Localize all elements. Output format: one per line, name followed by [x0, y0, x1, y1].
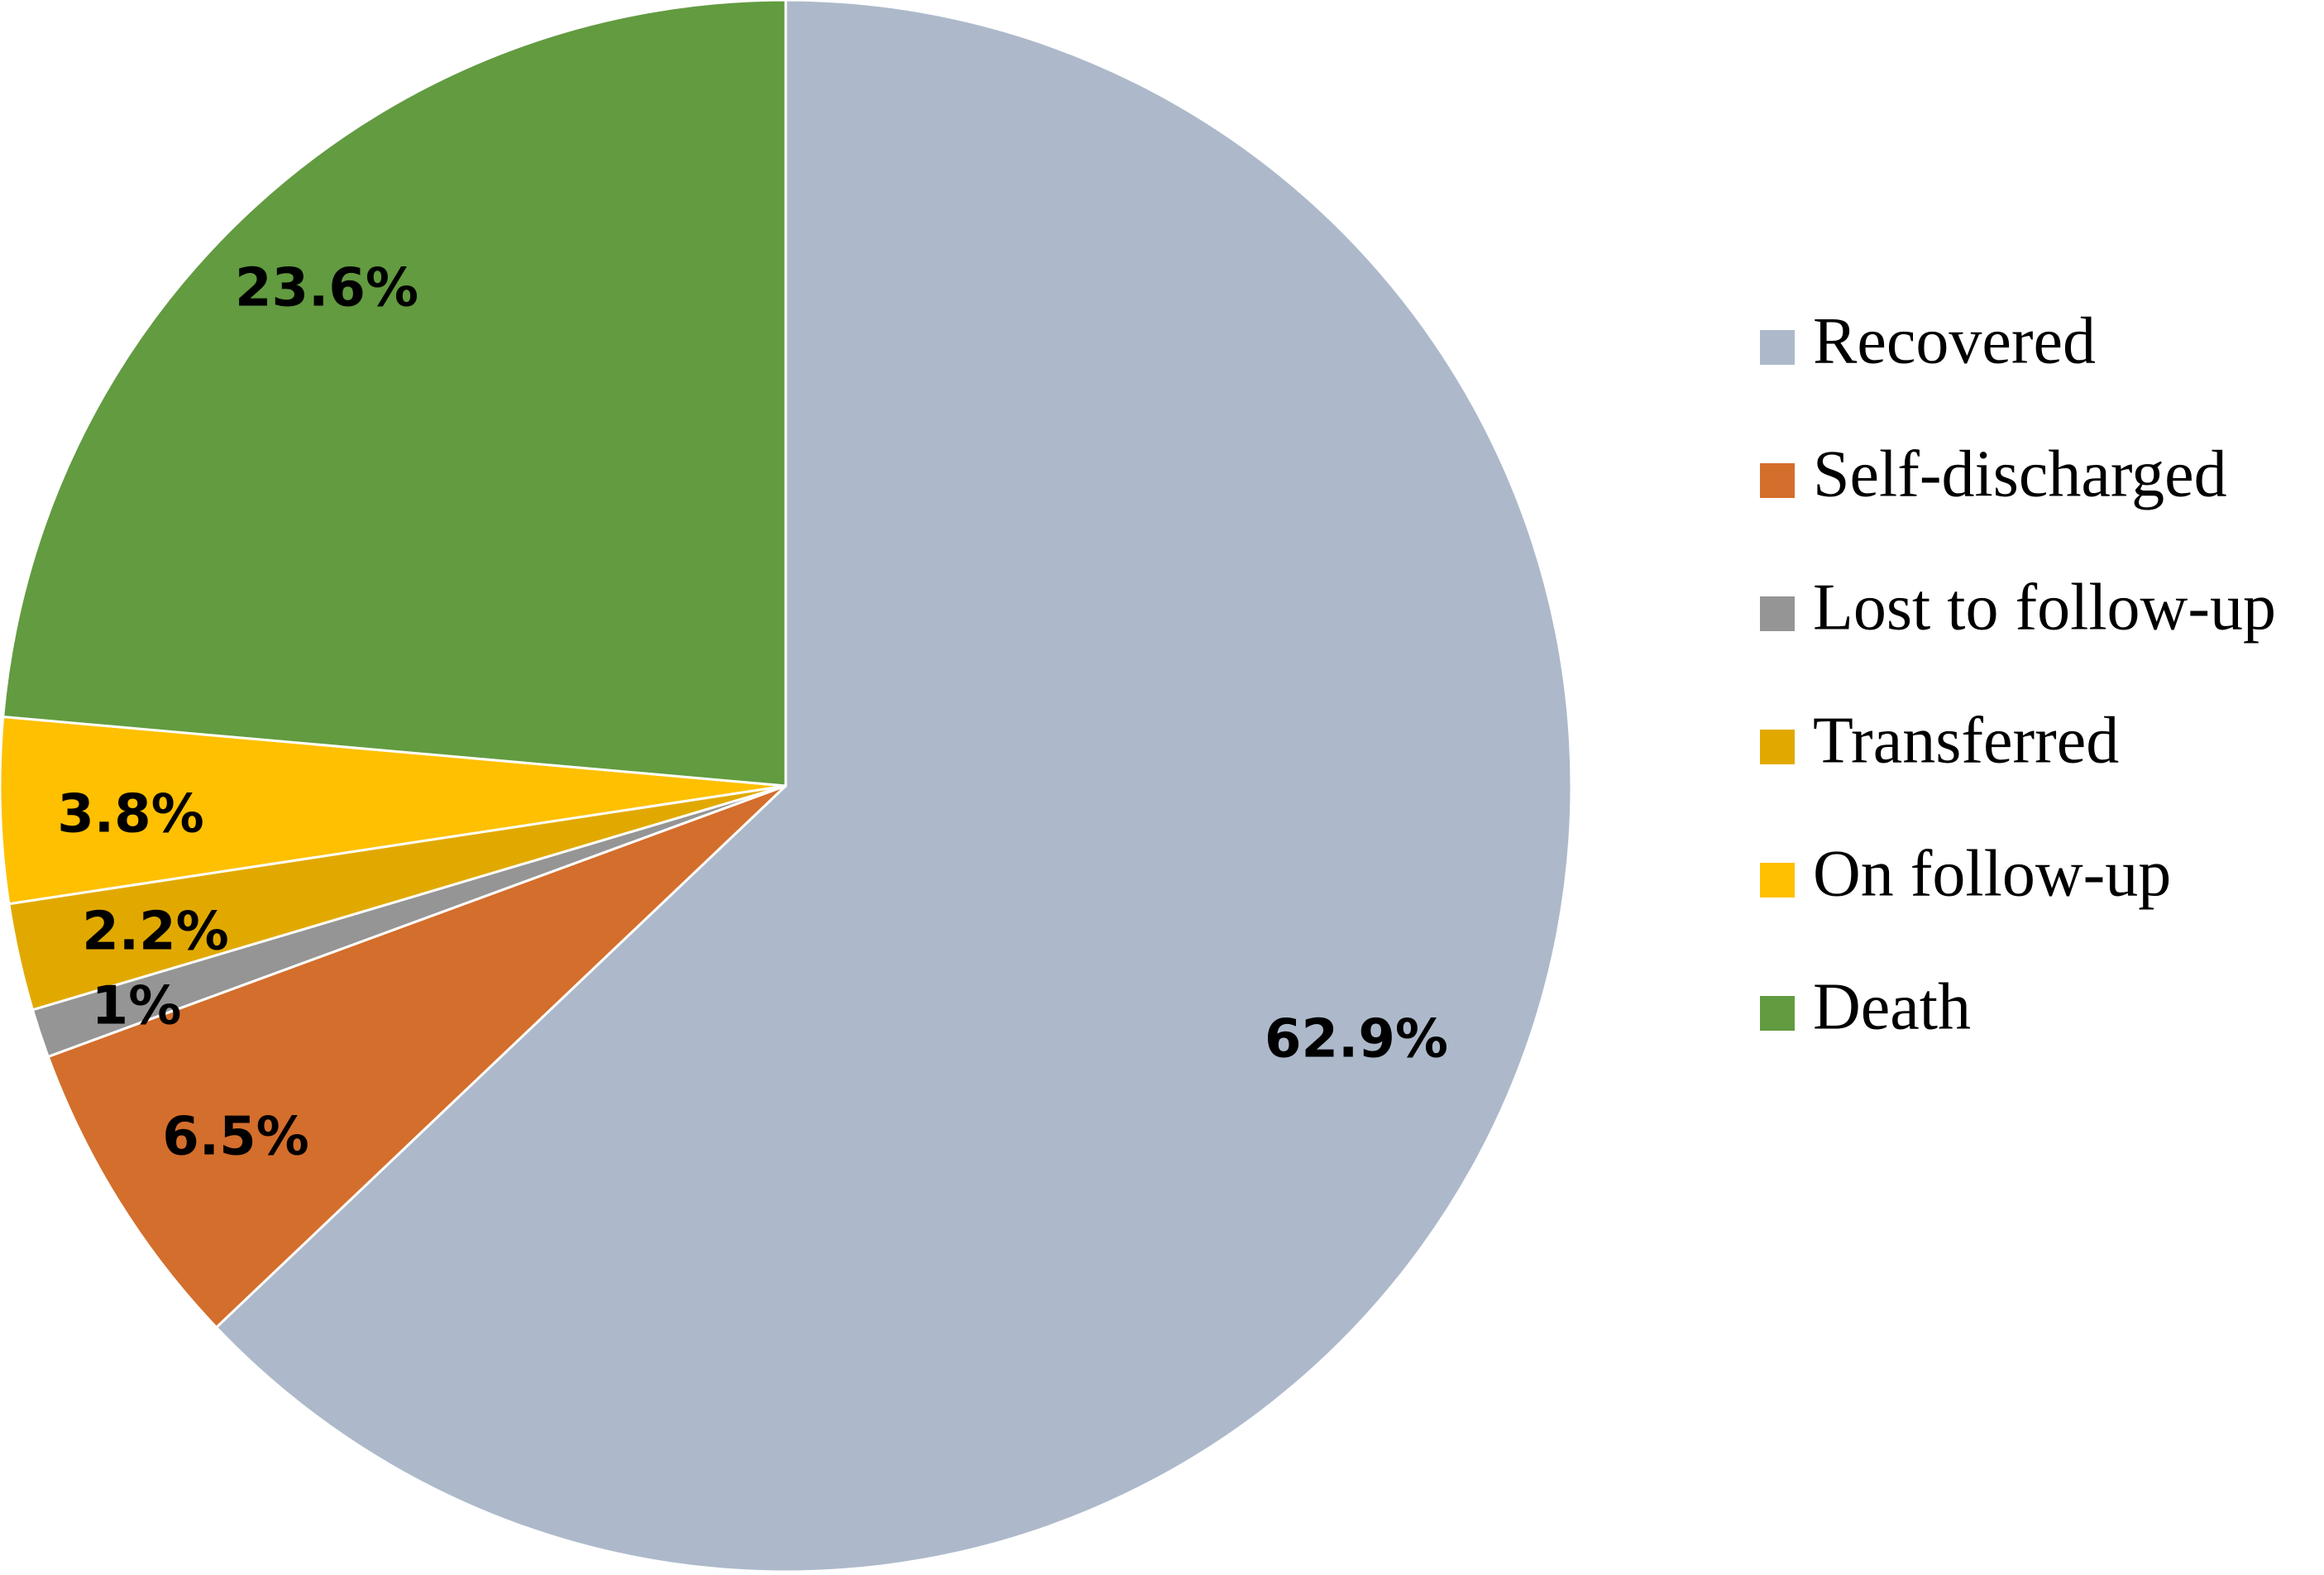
legend-swatch-death [1760, 996, 1795, 1031]
data-label-transferred: 2.2% [82, 902, 229, 963]
legend-label-transferred: Transferred [1813, 704, 2119, 777]
legend-swatch-on-follow-up [1760, 863, 1795, 898]
legend-item-transferred: Transferred [1760, 704, 2119, 777]
data-label-lost-to-follow-up: 1% [92, 976, 182, 1037]
legend-swatch-lost-to-follow-up [1760, 596, 1795, 631]
legend-label-death: Death [1813, 970, 1971, 1043]
legend-label-self-discharged: Self-discharged [1813, 438, 2227, 510]
pie-slice-self-discharged [46, 784, 787, 1329]
pie-slice-on-follow-up [0, 715, 787, 906]
legend-item-on-follow-up: On follow-up [1760, 837, 2171, 910]
legend-swatch-self-discharged [1760, 463, 1795, 498]
legend-swatch-recovered [1760, 330, 1795, 365]
legend-swatch-transferred [1760, 730, 1795, 764]
pie-data-labels: 62.9% 6.5% 1% 2.2% 3.8% 23.6% [57, 258, 1448, 1168]
legend-item-recovered: Recovered [1760, 304, 2096, 377]
legend-item-self-discharged: Self-discharged [1760, 438, 2227, 510]
pie-slice-recovered [214, 0, 1573, 1573]
legend-label-on-follow-up: On follow-up [1813, 837, 2171, 910]
legend: Recovered Self-discharged Lost to follow-u… [1760, 304, 2276, 1043]
pie-slices [0, 0, 1573, 1573]
legend-item-lost-to-follow-up: Lost to follow-up [1760, 571, 2276, 644]
legend-item-death: Death [1760, 970, 1971, 1043]
data-label-recovered: 62.9% [1265, 1009, 1448, 1070]
data-label-death: 23.6% [235, 258, 418, 319]
data-label-on-follow-up: 3.8% [57, 784, 204, 845]
data-label-self-discharged: 6.5% [162, 1107, 309, 1168]
pie-slice-death [2, 0, 787, 788]
legend-label-lost-to-follow-up: Lost to follow-up [1813, 571, 2276, 644]
legend-label-recovered: Recovered [1813, 304, 2096, 377]
